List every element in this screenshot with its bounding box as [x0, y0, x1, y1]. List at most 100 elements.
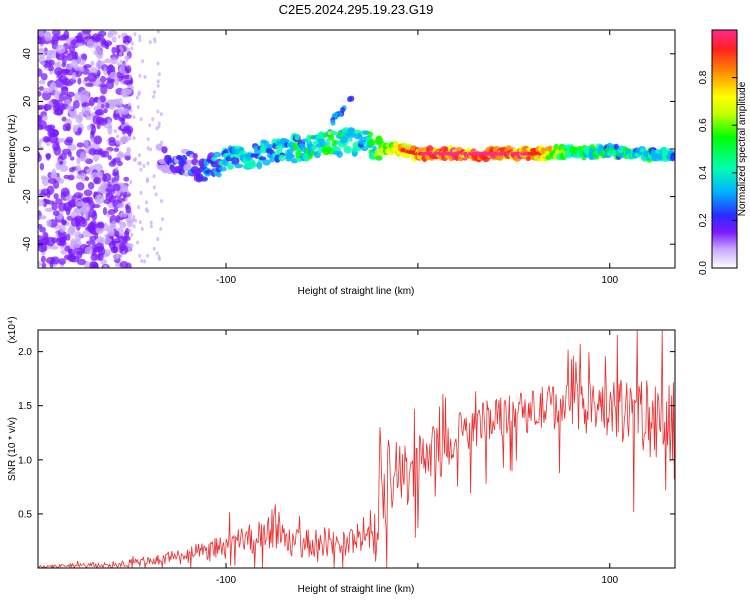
spectrogram-plot-area	[38, 30, 675, 268]
spectrogram-cell	[107, 155, 112, 161]
spectrogram-cell	[65, 233, 71, 241]
spectrogram-cell	[140, 226, 144, 231]
spectrogram-cell	[119, 260, 129, 268]
spectrogram-cell	[41, 176, 50, 187]
snr-panel: -100 100 0.5 1.0 1.5 2.0 Height of straight …	[7, 316, 676, 595]
spectrogram-cell	[145, 200, 149, 205]
spectrogram-cell	[161, 146, 168, 154]
colorbar-tick-label: 0.2	[698, 213, 709, 227]
spectrogram-cell	[89, 235, 97, 242]
spectrogram-cell	[63, 202, 73, 212]
spectrogram-cell	[78, 58, 86, 66]
spectrogram-cell	[86, 38, 95, 49]
spectrogram-cell	[336, 150, 343, 158]
spectrogram-cell	[127, 201, 131, 206]
spectrogram-cell	[81, 102, 91, 107]
spectrogram-cell	[121, 210, 125, 215]
spectrogram-cell	[85, 114, 92, 121]
spectrogram-cell	[76, 156, 81, 165]
spectrogram-cell	[136, 105, 140, 110]
figure-title: C2E5.2024.295.19.23.G19	[279, 2, 434, 17]
spectrogram-cell	[156, 237, 160, 242]
spectrogram-cell	[108, 64, 114, 71]
snr-y-tick-label: 0.5	[18, 509, 32, 520]
spectrogram-cell	[59, 165, 69, 173]
spectrogram-cell	[72, 100, 80, 109]
spectrogram-cell	[59, 240, 67, 247]
spectrogram-cell	[119, 244, 129, 255]
spectrogram-cell	[38, 215, 47, 220]
spectrogram-cell	[138, 153, 142, 158]
spectrogram-cell	[58, 93, 64, 103]
spectrogram-cell	[81, 30, 92, 35]
spectrogram-cell	[55, 52, 65, 61]
spectrogram-cell	[148, 123, 152, 128]
spectrogram-cell	[152, 185, 156, 190]
spectrogram-cell	[116, 134, 120, 139]
colorbar-tick-label: 0.8	[698, 70, 709, 84]
spectrogram-cell	[148, 147, 152, 152]
spectrogram-cell	[76, 201, 84, 207]
spectrogram-cell	[121, 125, 125, 130]
snr-y-multiplier: (x10⁴)	[7, 316, 18, 343]
spectrogram-cell	[65, 195, 71, 202]
spectrogram-cell	[126, 190, 130, 195]
spectrogram-cell	[114, 191, 118, 196]
spectrogram-cell	[160, 199, 164, 204]
spectrogram-cell	[657, 153, 664, 161]
spectrogram-cell	[156, 109, 160, 114]
spectrogram-cell	[74, 231, 82, 242]
spectrogram-cell	[104, 233, 110, 238]
spectrogram-cell	[156, 79, 160, 84]
spectrogram-cell	[58, 224, 66, 233]
spectrogram-cell	[138, 73, 142, 78]
spectrogram-cell	[38, 146, 45, 151]
spectrogram-cell	[114, 171, 120, 182]
spectrogram-cell	[45, 256, 56, 265]
spectrogram-cell	[97, 98, 102, 108]
spectrogram-cell	[92, 114, 101, 125]
spectrogram-cell	[130, 85, 134, 90]
spectrogram-cell	[98, 117, 108, 126]
spectrogram-cell	[139, 190, 143, 195]
spectrogram-cell	[328, 134, 335, 141]
spectrogram-cell	[65, 64, 73, 71]
spectrogram-cell	[115, 214, 121, 224]
spectrogram-cell	[115, 140, 125, 146]
spectrogram-cell	[116, 62, 120, 67]
snr-series-line	[38, 330, 675, 568]
spectrogram-cell	[125, 137, 129, 142]
spectrogram-cell	[60, 86, 69, 91]
spectrogram-cell	[91, 124, 97, 135]
spectrogram-cell	[79, 66, 85, 72]
snr-y-tick-label: 2.0	[18, 347, 32, 358]
spectrogram-cell	[64, 245, 71, 252]
spectrogram-cell	[42, 87, 51, 94]
colorbar: 0.0 0.2 0.4 0.6 0.8 Normalized spectral ampl…	[698, 29, 748, 275]
spectrogram-y-tick-label: 0	[22, 146, 33, 152]
spectrogram-cell	[262, 159, 271, 166]
spectrogram-cell	[65, 122, 72, 132]
spectrogram-cell	[117, 203, 125, 209]
spectrogram-cell	[122, 139, 126, 144]
spectrogram-cell	[67, 174, 75, 181]
spectrogram-cell	[115, 243, 119, 248]
spectrogram-cell	[367, 131, 373, 138]
spectrogram-cell	[143, 259, 147, 264]
spectrogram-cell	[116, 98, 120, 103]
spectrogram-cell	[53, 193, 59, 200]
spectrogram-cell	[138, 34, 142, 39]
spectrogram-cell	[160, 140, 164, 145]
spectrogram-cell	[123, 107, 127, 112]
spectrogram-cell	[51, 168, 57, 176]
spectrogram-cell	[38, 68, 43, 77]
spectrogram-cell	[116, 160, 123, 167]
spectrogram-cell	[124, 227, 130, 236]
spectrogram-cell	[157, 121, 161, 126]
spectrogram-cell	[111, 220, 116, 229]
spectrogram-cell	[180, 154, 188, 162]
spectrogram-y-tick-label: -20	[22, 189, 33, 204]
spectrogram-cell	[97, 252, 104, 261]
spectrogram-cell	[111, 46, 117, 55]
